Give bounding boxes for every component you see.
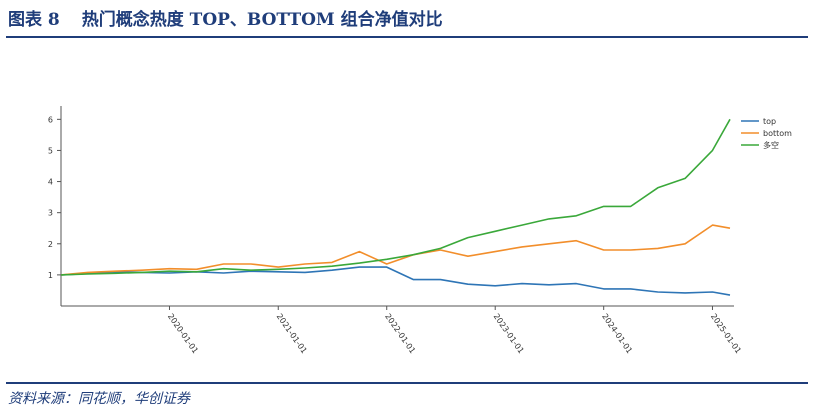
x-tick-label: 2020-01-01 <box>166 312 200 355</box>
x-tick-label: 2024-01-01 <box>600 312 634 355</box>
title-rule <box>6 36 808 38</box>
figure-title: 图表 8 热门概念热度 TOP、BOTTOM 组合净值对比 <box>8 5 808 33</box>
source-note: 资料来源：同花顺，华创证券 <box>8 391 190 407</box>
legend-label-1: bottom <box>763 129 792 138</box>
y-tick-label: 4 <box>48 178 53 187</box>
series-line-1 <box>60 224 731 276</box>
legend-label-0: top <box>763 117 776 126</box>
x-tick-label: 2022-01-01 <box>383 312 417 355</box>
series-line-0 <box>60 266 731 296</box>
y-tick-label: 6 <box>48 115 53 124</box>
figure-title-text: 热门概念热度 TOP、BOTTOM 组合净值对比 <box>81 10 443 30</box>
x-tick-label: 2025-01-01 <box>709 312 743 355</box>
series-line-2 <box>60 118 731 276</box>
x-tick-label: 2021-01-01 <box>275 312 309 355</box>
y-tick-label: 3 <box>48 209 53 218</box>
y-tick-label: 5 <box>48 146 53 155</box>
figure-number: 图表 8 <box>8 10 60 30</box>
source-rule <box>6 382 808 384</box>
legend-label-2: 多空 <box>763 140 779 150</box>
y-tick-label: 1 <box>48 271 53 280</box>
y-tick-label: 2 <box>48 240 53 249</box>
x-tick-label: 2023-01-01 <box>492 312 526 355</box>
